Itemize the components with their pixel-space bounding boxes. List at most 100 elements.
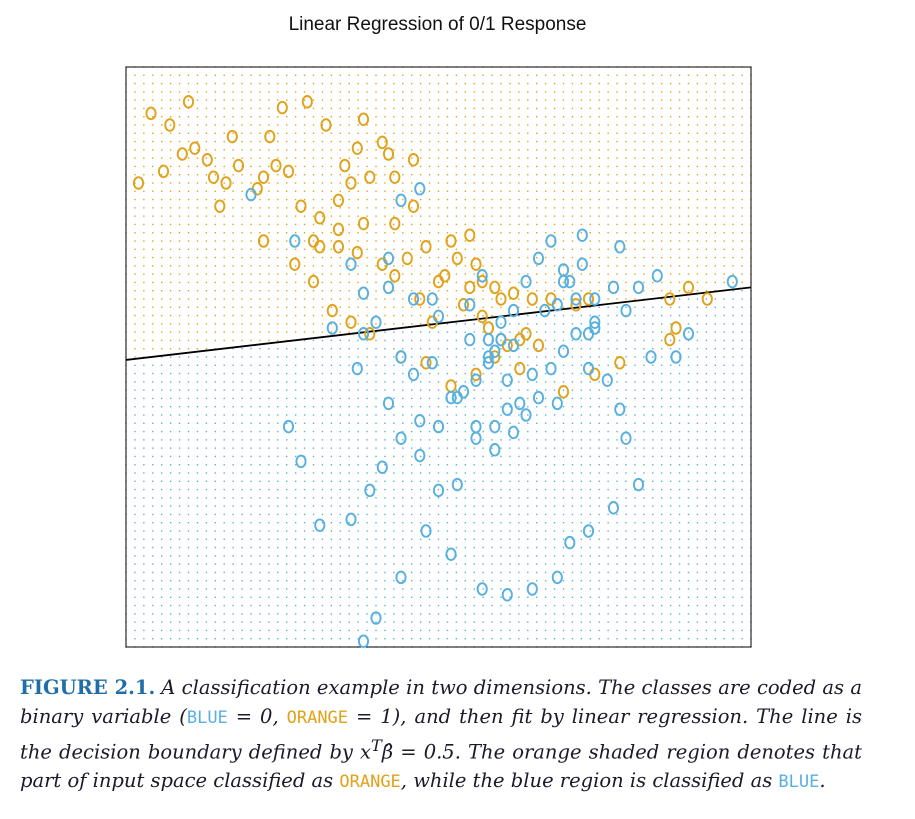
blue-point: [414, 414, 426, 428]
blue-point: [476, 582, 488, 596]
orange-point: [445, 234, 457, 248]
orange-point: [257, 234, 270, 248]
blue-point: [564, 535, 576, 550]
orange-point: [420, 240, 432, 254]
orange-point: [364, 327, 376, 341]
orange-point: [276, 100, 288, 115]
caption-text-2: = 0,: [227, 704, 287, 728]
math-x: x: [360, 740, 372, 764]
blue-point: [495, 332, 507, 347]
orange-point: [270, 158, 282, 173]
blue-point: [670, 350, 682, 364]
orange-class-name: ORANGE: [286, 707, 349, 728]
blue-point: [601, 373, 613, 387]
blue-point: [507, 303, 520, 318]
blue-point: [539, 303, 551, 318]
blue-class-name: BLUE: [186, 707, 228, 728]
blue-point: [614, 240, 626, 254]
blue-point: [614, 402, 626, 416]
blue-point: [589, 315, 601, 329]
blue-point: [451, 477, 463, 492]
blue-point: [457, 385, 470, 399]
blue-point: [326, 321, 338, 335]
blue-point: [495, 315, 507, 329]
blue-class-name-2: BLUE: [778, 772, 820, 793]
blue-point: [545, 361, 557, 376]
blue-point: [395, 350, 407, 364]
figure-label: FIGURE 2.1.: [20, 676, 156, 699]
orange-point: [670, 321, 682, 335]
orange-point: [357, 112, 370, 126]
blue-point: [532, 251, 545, 266]
blue-point: [426, 356, 438, 370]
blue-point: [314, 518, 326, 532]
orange-point: [132, 176, 145, 190]
blue-point: [501, 373, 513, 387]
orange-point: [451, 251, 463, 266]
orange-point: [470, 257, 482, 271]
scatter-plot: [125, 66, 752, 648]
blue-point: [576, 257, 588, 271]
blue-point: [551, 570, 563, 585]
orange-point: [507, 286, 520, 300]
blue-point: [357, 327, 370, 341]
blue-point: [620, 431, 632, 445]
blue-point: [282, 419, 295, 434]
orange-point: [295, 199, 307, 213]
orange-point: [307, 274, 320, 289]
blue-point: [576, 228, 588, 242]
blue-point: [432, 419, 445, 434]
orange-point: [357, 216, 370, 231]
orange-point: [339, 158, 351, 173]
blue-point: [432, 483, 445, 498]
blue-point: [532, 390, 545, 405]
blue-point: [582, 361, 595, 376]
orange-point: [526, 292, 538, 306]
blue-point: [570, 292, 582, 306]
blue-point: [395, 570, 407, 585]
blue-point: [557, 274, 570, 289]
caption-text-4: = 0.5. The orange shaded region denotes …: [20, 740, 863, 793]
orange-point: [351, 245, 363, 260]
orange-point: [557, 385, 570, 399]
orange-point: [432, 274, 445, 289]
orange-point: [332, 193, 345, 208]
figure-caption: FIGURE 2.1. A classification example in t…: [20, 674, 862, 797]
blue-point: [351, 361, 363, 376]
orange-point: [289, 257, 301, 271]
orange-point: [176, 147, 188, 161]
orange-point: [482, 321, 495, 335]
orange-point: [376, 257, 388, 271]
orange-point: [464, 280, 476, 295]
orange-point: [682, 280, 695, 295]
orange-point: [164, 118, 176, 132]
blue-point: [589, 321, 601, 335]
orange-point: [326, 303, 338, 318]
blue-point: [482, 350, 495, 364]
blue-point: [526, 367, 538, 382]
blue-point: [470, 419, 482, 434]
caption-text-3: = 1), and then fit by linear regression.…: [20, 704, 862, 764]
orange-point: [445, 379, 457, 393]
orange-point: [207, 170, 220, 184]
blue-point: [364, 483, 376, 498]
blue-point: [407, 292, 420, 306]
blue-point: [482, 356, 495, 370]
blue-point: [445, 390, 457, 405]
orange-point: [389, 170, 401, 184]
blue-point: [551, 396, 563, 411]
blue-point: [582, 524, 595, 538]
math-beta-hat: β̂: [381, 740, 394, 764]
blue-point: [376, 460, 388, 474]
blue-point: [607, 501, 620, 515]
blue-point: [470, 431, 482, 445]
orange-point: [476, 274, 488, 289]
blue-point: [382, 280, 395, 295]
blue-point: [514, 396, 526, 411]
orange-point: [470, 367, 482, 382]
blue-point: [420, 524, 432, 538]
orange-point: [489, 280, 501, 295]
orange-point: [282, 164, 295, 179]
caption-text-6: .: [819, 769, 826, 793]
blue-point: [245, 187, 257, 202]
